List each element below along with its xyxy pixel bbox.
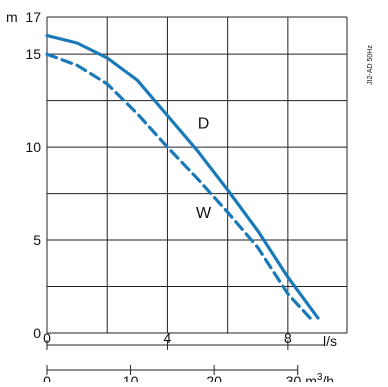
x-tick-label: 4 xyxy=(164,330,172,346)
series-line-d xyxy=(45,33,320,320)
series-line-w xyxy=(45,52,314,322)
labels: D W JI2-AD 50Hz xyxy=(196,45,374,222)
x2-unit-label: 30 m3/h xyxy=(286,372,334,382)
series-label-d: D xyxy=(198,116,210,133)
side-model-label: JI2-AD 50Hz xyxy=(367,45,374,85)
x2-tick-label: 10 xyxy=(123,373,139,382)
x-tick-label: 0 xyxy=(43,330,51,346)
x2-tick-label: 0 xyxy=(43,373,51,382)
y-tick-label: 15 xyxy=(25,46,41,62)
y-unit-label: m xyxy=(6,9,18,25)
series-layer xyxy=(45,33,320,322)
y-tick-label-top: 17 xyxy=(25,9,41,25)
series-label-w: W xyxy=(196,205,212,222)
x-unit-label: l/s xyxy=(323,333,337,349)
y-tick-label: 0 xyxy=(33,325,41,341)
y-tick-label: 10 xyxy=(25,139,41,155)
x2-tick-label: 20 xyxy=(206,373,222,382)
axes: 0 5 10 15 m 17 0 4 8 l/s 0 10 20 30 m3/h xyxy=(6,9,337,387)
grid xyxy=(46,16,348,334)
x-tick-label: 8 xyxy=(284,330,292,346)
y-tick-label: 5 xyxy=(33,232,41,248)
